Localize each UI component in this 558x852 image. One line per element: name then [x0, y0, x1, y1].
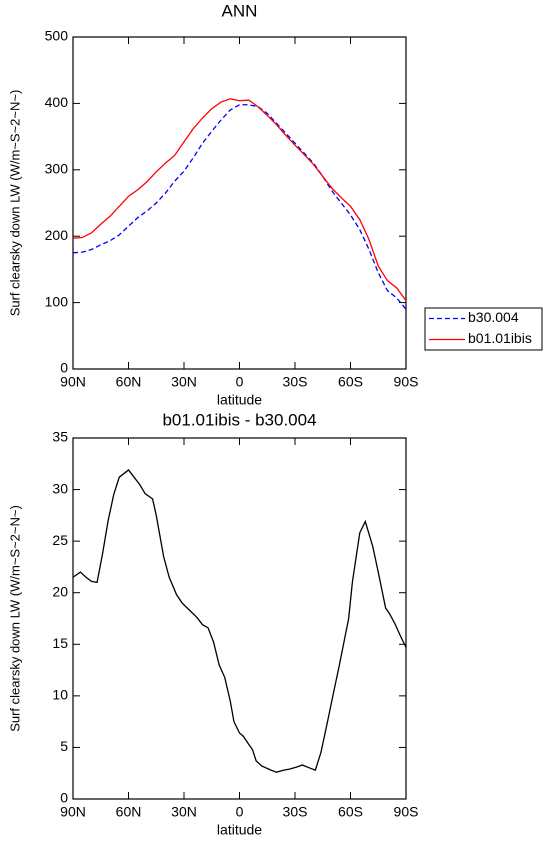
x-tick-label: 30N: [171, 804, 197, 820]
y-tick-label: 10: [52, 687, 68, 703]
x-tick-label: 90N: [60, 374, 86, 390]
x-axis-label: latitude: [217, 392, 262, 408]
y-tick-label: 300: [45, 161, 69, 177]
y-tick-label: 15: [52, 635, 68, 651]
plot-frame: [72, 437, 407, 800]
x-tick-label: 90N: [60, 804, 86, 820]
x-tick-label: 30S: [283, 374, 308, 390]
legend-label: b01.01ibis: [468, 330, 532, 346]
legend-label: b30.004: [468, 309, 519, 325]
y-tick-label: 100: [45, 293, 69, 309]
y-axis-label: Surf clearsky down LW (W/m~S~2~N~): [7, 90, 22, 317]
y-tick-label: 20: [52, 583, 68, 599]
line-series: [72, 469, 407, 773]
x-tick-label: 60S: [338, 374, 363, 390]
x-tick-label: 60N: [116, 804, 142, 820]
x-tick-label: 60N: [116, 374, 142, 390]
x-tick-label: 90S: [394, 374, 419, 390]
line-series: [72, 104, 407, 310]
x-tick-label: 0: [236, 374, 244, 390]
x-tick-label: 30S: [283, 804, 308, 820]
chart-title: b01.01ibis - b30.004: [162, 410, 316, 429]
y-tick-label: 400: [45, 94, 69, 110]
legend-box: [424, 307, 543, 351]
y-tick-label: 0: [60, 790, 68, 806]
x-tick-label: 60S: [338, 804, 363, 820]
y-tick-label: 200: [45, 227, 69, 243]
y-axis-label: Surf clearsky down LW (W/m~S~2~N~): [7, 505, 22, 732]
y-tick-label: 25: [52, 532, 68, 548]
line-series: [72, 98, 407, 301]
y-tick-label: 35: [52, 429, 68, 445]
y-tick-label: 30: [52, 480, 68, 496]
x-axis-label: latitude: [217, 822, 262, 838]
chart-title: ANN: [222, 1, 258, 20]
y-tick-label: 0: [60, 360, 68, 376]
x-tick-label: 90S: [394, 804, 419, 820]
x-tick-label: 0: [236, 804, 244, 820]
y-tick-label: 500: [45, 28, 69, 44]
x-tick-label: 30N: [171, 374, 197, 390]
y-tick-label: 5: [60, 738, 68, 754]
legend: b30.004 b01.01ibis: [424, 307, 543, 351]
